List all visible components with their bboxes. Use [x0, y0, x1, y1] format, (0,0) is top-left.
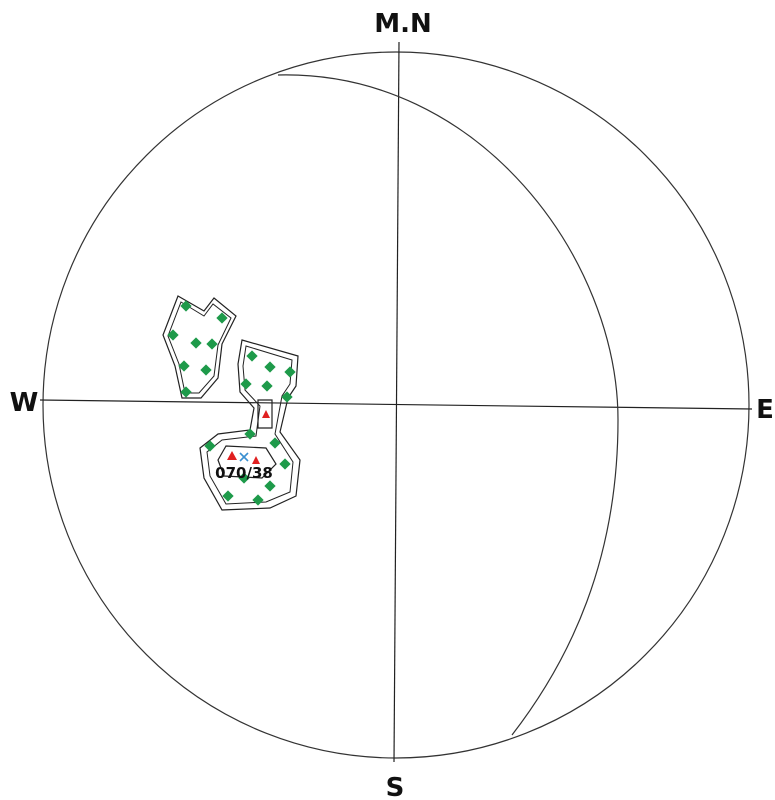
pole-marker: [264, 361, 276, 373]
pole-marker: [204, 440, 216, 452]
mean-marker-triangle: [262, 410, 270, 418]
pole-marker: [180, 300, 192, 312]
north-south-axis: [393, 41, 400, 763]
pole-marker: [200, 364, 212, 376]
primitive-circle: [42, 51, 750, 759]
pole-marker: [190, 337, 202, 349]
south-label: S: [386, 773, 405, 800]
north-label: M.N: [374, 9, 432, 39]
pole-marker: [264, 480, 276, 492]
mean-orientation-label: 070/38: [215, 464, 273, 482]
west-label: W: [10, 388, 39, 418]
pole-marker: [261, 380, 273, 392]
pole-marker: [246, 350, 258, 362]
east-west-axis: [39, 399, 753, 410]
east-label: E: [756, 395, 774, 425]
pole-marker: [252, 494, 264, 506]
mean-marker-triangle: [252, 456, 260, 464]
contour-cluster-upper: [162, 295, 237, 399]
mean-marker-triangle: [227, 451, 237, 460]
contour-cluster-lower: [199, 339, 301, 511]
pole-marker: [284, 366, 296, 378]
great-circle-plane: [277, 74, 619, 736]
mean-cross-marker: [239, 452, 249, 462]
pole-marker: [240, 378, 252, 390]
pole-marker: [206, 338, 218, 350]
pole-marker: [269, 437, 281, 449]
pole-marker: [279, 458, 291, 470]
